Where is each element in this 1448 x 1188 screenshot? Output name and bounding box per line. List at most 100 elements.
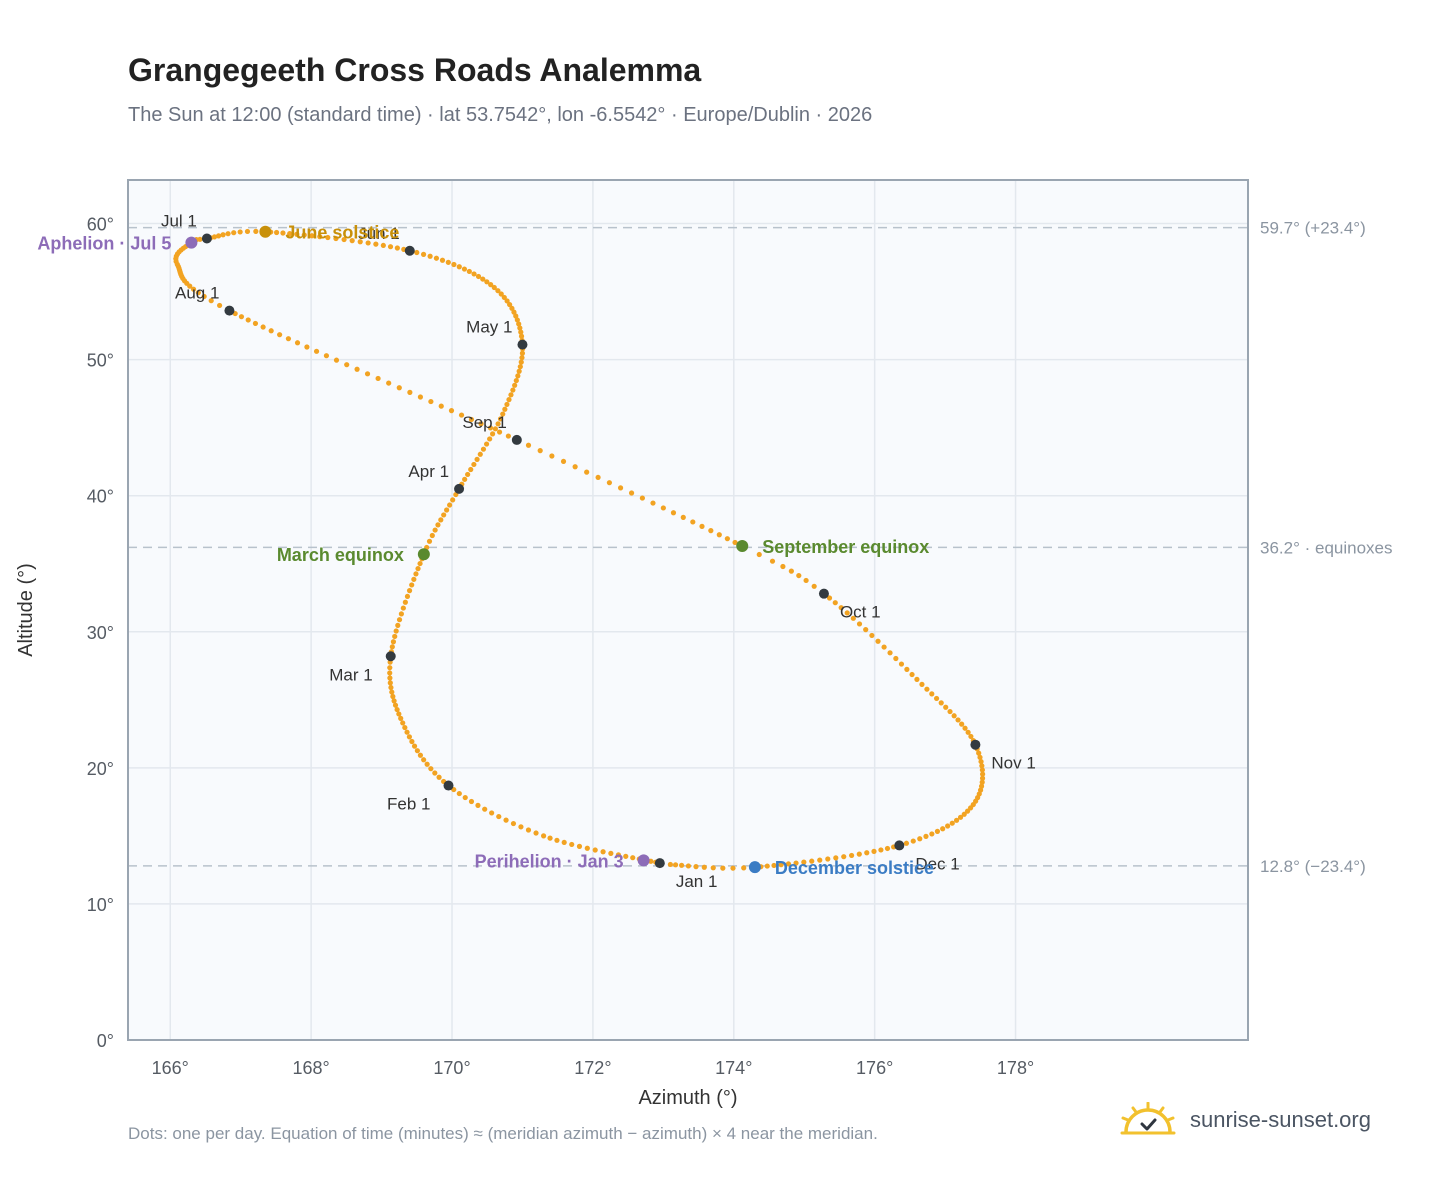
daily-dot	[938, 700, 944, 706]
daily-dot	[690, 519, 696, 525]
daily-dot	[904, 666, 910, 672]
daily-dot	[504, 401, 510, 408]
daily-dot	[505, 433, 511, 439]
daily-dot	[710, 865, 716, 871]
month-marker	[894, 840, 905, 851]
daily-dot	[357, 239, 363, 245]
daily-dot	[480, 446, 487, 452]
daily-dot	[500, 411, 506, 417]
daily-dot	[785, 861, 792, 867]
daily-dot	[406, 588, 413, 594]
daily-dot	[513, 377, 519, 384]
daily-dot	[841, 854, 847, 860]
daily-dot	[788, 568, 794, 574]
daily-dot	[496, 429, 503, 435]
daily-dot	[955, 717, 961, 723]
daily-dot	[572, 464, 578, 470]
daily-dot	[978, 758, 984, 765]
daily-dot	[406, 734, 413, 740]
daily-dot	[639, 495, 645, 501]
month-marker	[818, 588, 829, 599]
daily-dot	[679, 862, 685, 868]
month-marker	[454, 483, 465, 494]
daily-dot	[432, 770, 438, 776]
daily-dot	[628, 490, 635, 496]
daily-dot	[411, 576, 417, 582]
daily-dot	[849, 852, 855, 859]
daily-dot	[375, 375, 381, 382]
daily-dot	[433, 255, 440, 261]
daily-dot	[887, 650, 893, 656]
daily-dot	[670, 510, 677, 516]
daily-dot	[220, 232, 226, 238]
daily-dot	[441, 512, 447, 518]
month-marker	[201, 233, 212, 244]
daily-dot	[934, 828, 941, 834]
daily-dot	[893, 655, 899, 662]
daily-dot	[475, 273, 482, 280]
daily-dot	[929, 691, 935, 697]
daily-dot	[450, 497, 456, 503]
daily-dot	[771, 862, 777, 869]
daily-dot	[487, 436, 493, 442]
daily-dot	[444, 507, 450, 513]
sun-logo-icon	[1120, 1102, 1176, 1135]
event-marker	[736, 540, 749, 553]
daily-dot	[344, 362, 350, 368]
daily-dot	[503, 817, 509, 823]
daily-dot	[864, 850, 870, 856]
daily-dot	[518, 333, 525, 339]
daily-dot	[287, 230, 293, 237]
brand-name: sunrise-sunset.org	[1190, 1107, 1371, 1132]
month-marker	[970, 739, 981, 750]
daily-dot	[514, 317, 520, 323]
daily-dot	[313, 348, 320, 354]
daily-dot	[959, 721, 965, 727]
daily-dot	[685, 863, 692, 869]
daily-dot	[518, 329, 524, 335]
daily-dot	[769, 558, 776, 564]
daily-dot	[252, 320, 259, 327]
event-marker	[185, 236, 198, 249]
daily-dot	[415, 566, 421, 572]
daily-dot	[515, 373, 521, 379]
daily-dot	[951, 713, 957, 719]
month-label: Jun 1	[358, 224, 400, 243]
daily-dot	[945, 823, 951, 829]
y-tick-label: 20°	[87, 759, 114, 779]
y-tick-label: 60°	[87, 215, 114, 235]
daily-dot	[741, 865, 747, 871]
daily-dot	[364, 371, 371, 377]
daily-dot	[875, 638, 881, 644]
event-label: December solstice	[775, 858, 934, 878]
daily-dot	[833, 855, 839, 861]
daily-dot	[584, 469, 590, 475]
y-axis-title: Altitude (°)	[15, 563, 37, 657]
month-marker	[511, 434, 522, 445]
event-marker	[637, 854, 650, 867]
y-tick-label: 30°	[87, 623, 114, 643]
daily-dot	[461, 266, 468, 272]
event-marker	[417, 548, 430, 561]
daily-dot	[373, 241, 379, 247]
daily-dot	[511, 309, 517, 315]
daily-dot	[216, 302, 223, 309]
daily-dot	[471, 271, 477, 277]
event-marker	[748, 861, 761, 874]
month-label: Aug 1	[175, 284, 219, 303]
daily-dot	[871, 848, 877, 854]
daily-dot	[294, 340, 301, 346]
daily-dot	[516, 368, 522, 374]
daily-dot	[489, 431, 496, 437]
daily-dot	[225, 231, 231, 237]
daily-dot	[398, 715, 404, 721]
month-label: Apr 1	[408, 462, 449, 481]
daily-dot	[600, 849, 606, 855]
daily-dot	[201, 293, 207, 300]
daily-dot	[387, 675, 393, 681]
daily-dot	[390, 693, 396, 700]
daily-dot	[672, 862, 679, 868]
brand[interactable]: sunrise-sunset.org	[1120, 1102, 1371, 1138]
daily-dot	[561, 839, 567, 846]
daily-dot	[417, 560, 423, 567]
